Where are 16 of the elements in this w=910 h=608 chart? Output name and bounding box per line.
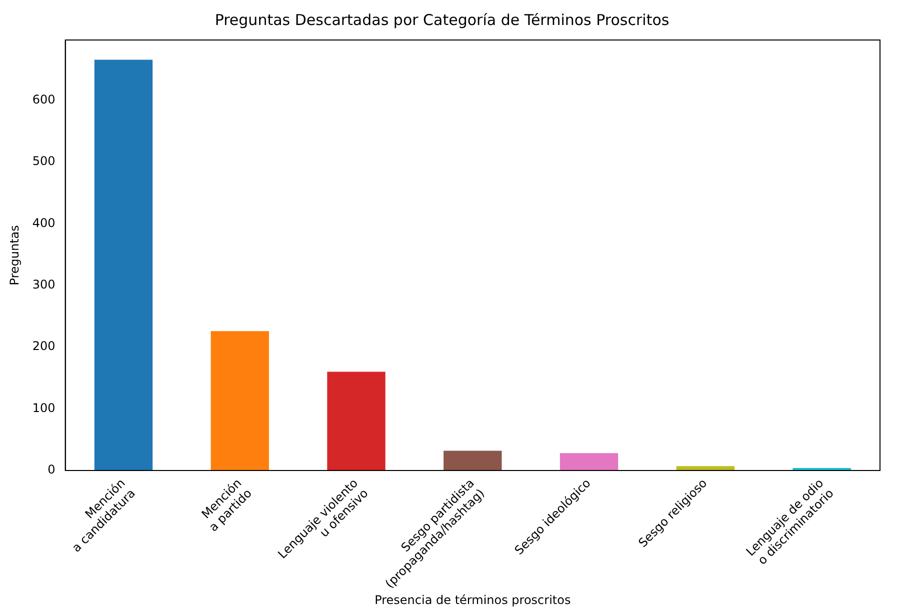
bar [327,372,386,470]
y-tick-label: 600 [32,92,56,107]
y-axis-title: Preguntas [7,225,22,286]
y-tick-label: 500 [32,154,56,168]
y-tick-label: 400 [32,216,56,230]
bar [210,331,269,470]
x-axis-title: Presencia de términos proscritos [374,592,571,607]
y-tick-label: 0 [48,462,56,477]
bar [676,466,735,470]
bar [94,60,153,470]
y-tick-label: 100 [32,400,56,415]
bar [560,453,618,470]
bar [444,450,502,470]
y-tick-label: 300 [32,278,56,292]
y-tick-label: 200 [32,339,56,354]
chart-title: Preguntas Descartadas por Categoría de Términos Proscritos [214,10,670,29]
